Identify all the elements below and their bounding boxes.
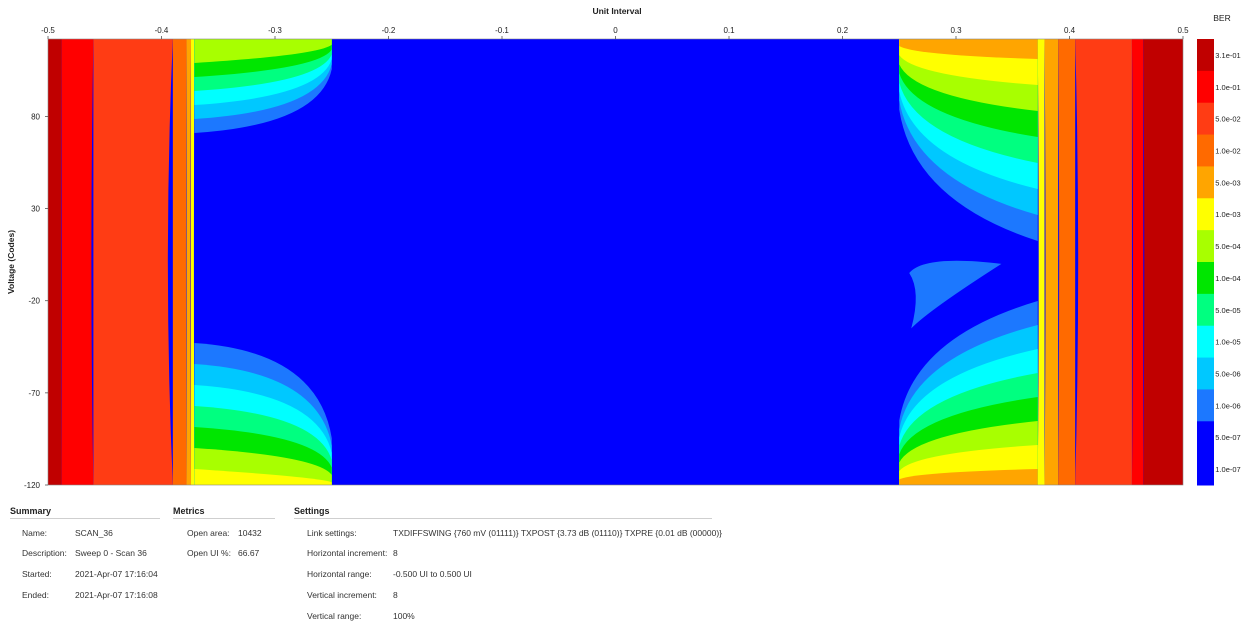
contour-band (61, 39, 94, 485)
colorbar-swatch (1197, 166, 1214, 199)
x-tick-label: 0.1 (723, 26, 735, 35)
colorbar-swatch (1197, 134, 1214, 167)
settings-value: -0.500 UI to 0.500 UI (393, 569, 472, 579)
summary-panel: Summary Name: SCAN_36 Description: Sweep… (0, 500, 165, 625)
contour-band (1044, 39, 1059, 485)
settings-title: Settings (294, 506, 330, 516)
contour-band (899, 39, 1038, 59)
y-tick-label: -70 (28, 389, 40, 398)
summary-label: Ended: (22, 590, 49, 600)
contour-band (1037, 39, 1045, 485)
summary-divider (10, 518, 160, 519)
x-tick-label: -0.1 (495, 26, 509, 35)
metrics-panel: Metrics Open area: 10432 Open UI %: 66.6… (170, 500, 280, 625)
colorbar-label: 1.0e-04 (1215, 274, 1240, 283)
contour-band (194, 39, 332, 63)
colorbar-label: 1.0e-05 (1215, 338, 1240, 347)
x-tick-label: 0.3 (950, 26, 962, 35)
x-tick-label: 0 (613, 26, 618, 35)
summary-label: Started: (22, 569, 52, 579)
colorbar-label: 1.0e-01 (1215, 83, 1240, 92)
x-axis-title: Unit Interval (592, 6, 641, 16)
metrics-title: Metrics (173, 506, 205, 516)
contour-band (191, 39, 195, 485)
contour-band (186, 39, 192, 485)
contour-band (1143, 39, 1183, 485)
colorbar-label: 5.0e-03 (1215, 178, 1240, 187)
colorbar-label: 5.0e-06 (1215, 370, 1240, 379)
contour-band (1058, 39, 1076, 485)
chart-axes: -0.5 -0.4 -0.3 -0.2 -0.1 0 0.1 0.2 0.3 0.4 0.5 80 30… (24, 26, 1189, 490)
colorbar-swatch (1197, 421, 1214, 454)
x-tick-label: -0.2 (382, 26, 396, 35)
colorbar: 3.1e-01 1.0e-01 5.0e-02 1.0e-02 5.0e-03 1.0e-… (1197, 39, 1241, 486)
colorbar-swatch (1197, 325, 1214, 359)
colorbar-swatch (1197, 198, 1214, 231)
contour-band (1075, 39, 1132, 485)
settings-value: TXDIFFSWING {760 mV (01111)} TXPOST {3.7… (393, 528, 722, 538)
x-tick-label: 0.2 (837, 26, 849, 35)
settings-panel: Settings Link settings: TXDIFFSWING {760… (290, 500, 722, 625)
contour-band (93, 39, 173, 485)
contour-band (909, 260, 1002, 329)
contour-band (48, 39, 62, 485)
contour-band (899, 469, 1038, 485)
metrics-label: Open UI %: (187, 548, 231, 558)
colorbar-label: 5.0e-02 (1215, 115, 1240, 124)
colorbar-label: 1.0e-02 (1215, 147, 1240, 156)
colorbar-label: 3.1e-01 (1215, 51, 1240, 60)
settings-value: 8 (393, 590, 398, 600)
summary-value: 2021-Apr-07 17:16:04 (75, 569, 158, 579)
settings-label: Vertical increment: (307, 590, 377, 600)
summary-value: Sweep 0 - Scan 36 (75, 548, 147, 558)
summary-value: 2021-Apr-07 17:16:08 (75, 590, 158, 600)
eye-scan-chart: -0.5 -0.4 -0.3 -0.2 -0.1 0 0.1 0.2 0.3 0.4 0.5 80 30… (6, 6, 1241, 490)
y-tick-label: 30 (31, 205, 40, 214)
colorbar-title: BER (1213, 13, 1230, 23)
colorbar-swatch (1197, 453, 1214, 486)
colorbar-label: 5.0e-07 (1215, 433, 1240, 442)
colorbar-swatch (1197, 357, 1214, 390)
settings-value: 100% (393, 611, 415, 621)
x-tick-label: 0.4 (1064, 26, 1076, 35)
settings-value: 8 (393, 548, 398, 558)
settings-label: Vertical range: (307, 611, 362, 621)
colorbar-swatch (1197, 389, 1214, 422)
heatmap-area (48, 39, 1183, 485)
colorbar-swatch (1197, 262, 1214, 295)
settings-label: Horizontal range: (307, 569, 372, 579)
colorbar-label: 1.0e-03 (1215, 210, 1240, 219)
settings-divider (294, 518, 712, 519)
y-axis-title: Voltage (Codes) (6, 230, 16, 294)
metrics-value: 10432 (238, 528, 262, 538)
x-tick-label: -0.3 (268, 26, 282, 35)
y-tick-label: 80 (31, 112, 40, 121)
colorbar-swatch (1197, 39, 1214, 72)
metrics-label: Open area: (187, 528, 230, 538)
x-tick-label: -0.5 (41, 26, 55, 35)
settings-label: Link settings: (307, 528, 357, 538)
summary-title: Summary (10, 506, 52, 516)
colorbar-swatch (1197, 293, 1214, 327)
y-tick-label: -20 (28, 297, 40, 306)
metrics-value: 66.67 (238, 548, 260, 558)
metrics-divider (173, 518, 275, 519)
x-tick-label: 0.5 (1177, 26, 1189, 35)
colorbar-swatch (1197, 70, 1214, 104)
summary-value: SCAN_36 (75, 528, 113, 538)
settings-label: Horizontal increment: (307, 548, 388, 558)
x-tick-label: -0.4 (155, 26, 169, 35)
y-tick-label: -120 (24, 481, 41, 490)
colorbar-label: 1.0e-07 (1215, 465, 1240, 474)
colorbar-label: 5.0e-05 (1215, 306, 1240, 315)
contour-band (194, 469, 332, 485)
colorbar-swatch (1197, 102, 1214, 136)
contour-band (1131, 39, 1144, 485)
colorbar-label: 1.0e-06 (1215, 401, 1240, 410)
colorbar-label: 5.0e-04 (1215, 242, 1240, 251)
contour-band (172, 39, 187, 485)
colorbar-swatch (1197, 230, 1214, 263)
summary-label: Description: (22, 548, 67, 558)
summary-label: Name: (22, 528, 48, 538)
